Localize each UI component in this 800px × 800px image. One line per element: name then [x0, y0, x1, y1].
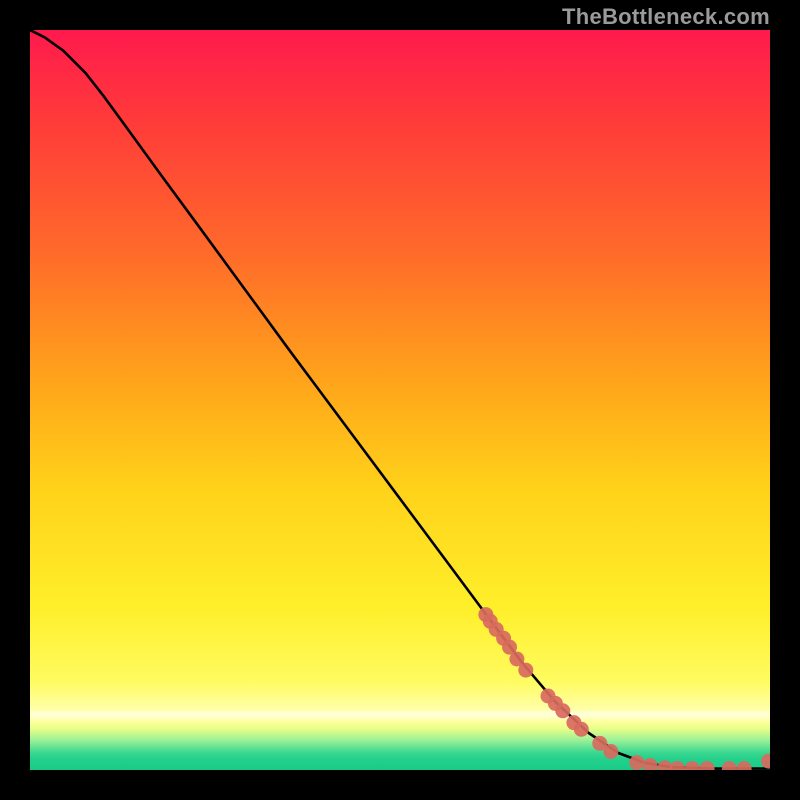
scatter-point	[555, 703, 570, 718]
chart-container: TheBottleneck.com	[0, 0, 800, 800]
scatter-point	[629, 755, 644, 770]
plot-svg	[30, 30, 770, 770]
scatter-point	[518, 663, 533, 678]
plot-background	[30, 30, 770, 770]
plot-area	[30, 30, 770, 770]
scatter-point	[603, 744, 618, 759]
scatter-point	[574, 722, 589, 737]
watermark-text: TheBottleneck.com	[562, 4, 770, 30]
